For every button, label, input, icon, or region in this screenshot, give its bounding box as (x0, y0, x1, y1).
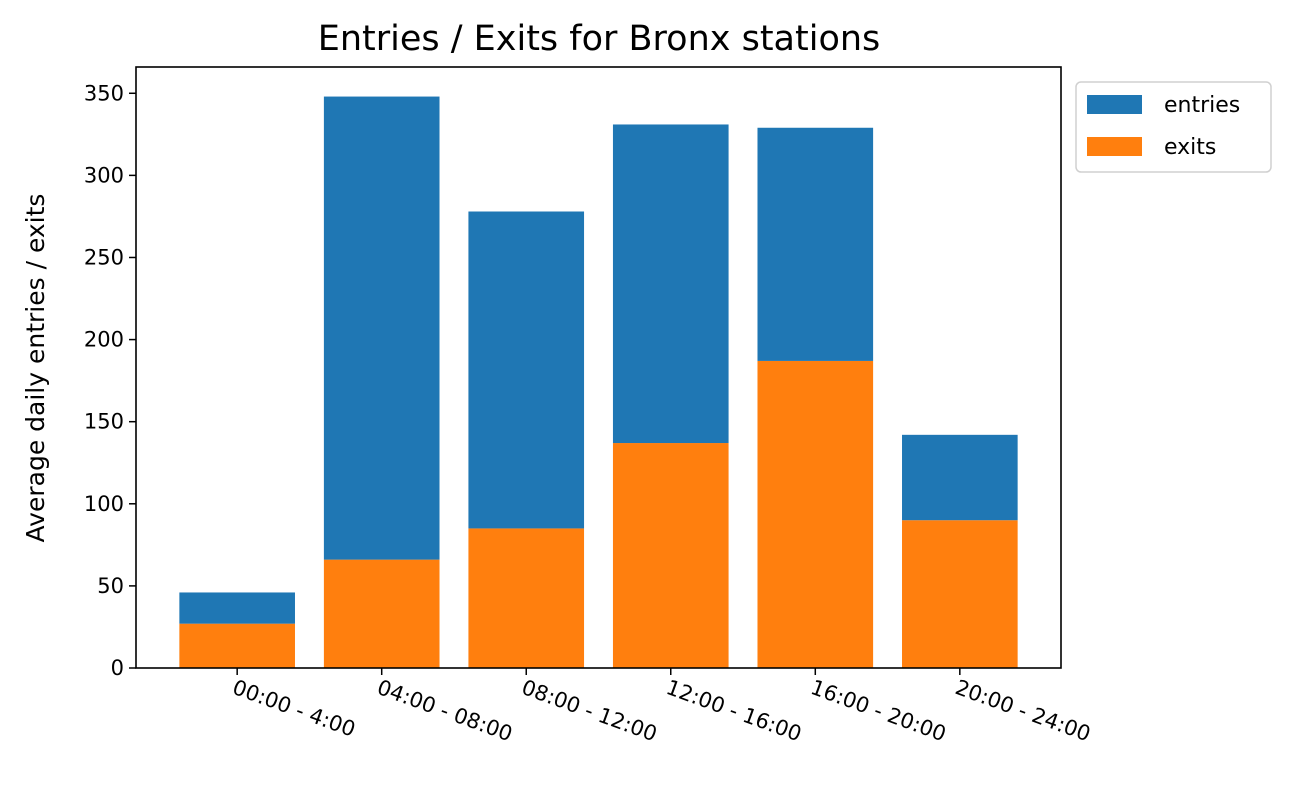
y-tick-label: 300 (84, 163, 124, 187)
bar-exits-3 (612, 443, 729, 668)
legend: entries exits (1075, 81, 1272, 173)
legend-label-entries: entries (1164, 93, 1240, 118)
y-tick-label: 250 (84, 245, 124, 269)
bar-entries-1 (323, 96, 440, 560)
y-axis-label: Average daily entries / exits (21, 194, 50, 543)
bar-exits-0 (179, 623, 295, 668)
bar-entries-0 (179, 592, 295, 624)
x-tick-label: 04:00 - 08:00 (374, 675, 516, 746)
y-tick-label: 200 (84, 328, 124, 352)
x-tick-label: 08:00 - 12:00 (519, 675, 661, 746)
bar-entries-2 (468, 211, 585, 529)
bar-entries-4 (757, 127, 874, 361)
y-tick-label: 350 (84, 81, 124, 105)
x-tick-label: 20:00 - 24:00 (952, 675, 1094, 746)
x-tick-label: 00:00 - 4:00 (229, 675, 358, 742)
y-tick-label: 0 (111, 656, 124, 680)
y-axis-ticks: 0 50 100 150 200 250 300 350 (84, 81, 136, 680)
legend-swatch-entries (1087, 95, 1142, 114)
x-axis-ticks: 00:00 - 4:00 04:00 - 08:00 08:00 - 12:00 12… (229, 668, 1094, 746)
bars-group (179, 96, 1018, 668)
x-tick-label: 16:00 - 20:00 (808, 675, 950, 746)
y-tick-label: 100 (84, 492, 124, 516)
chart-title: Entries / Exits for Bronx stations (318, 19, 881, 59)
bar-exits-5 (902, 520, 1018, 668)
bar-entries-3 (612, 124, 729, 444)
y-tick-label: 50 (97, 574, 124, 598)
legend-label-exits: exits (1164, 135, 1216, 160)
plot-area-frame (135, 66, 1062, 669)
y-tick-label: 150 (84, 410, 124, 434)
bar-exits-4 (757, 360, 874, 668)
bar-exits-1 (323, 559, 440, 668)
bar-entries-5 (902, 434, 1018, 521)
x-tick-label: 12:00 - 16:00 (663, 675, 805, 746)
bar-exits-2 (468, 528, 585, 668)
legend-swatch-exits (1087, 137, 1142, 156)
